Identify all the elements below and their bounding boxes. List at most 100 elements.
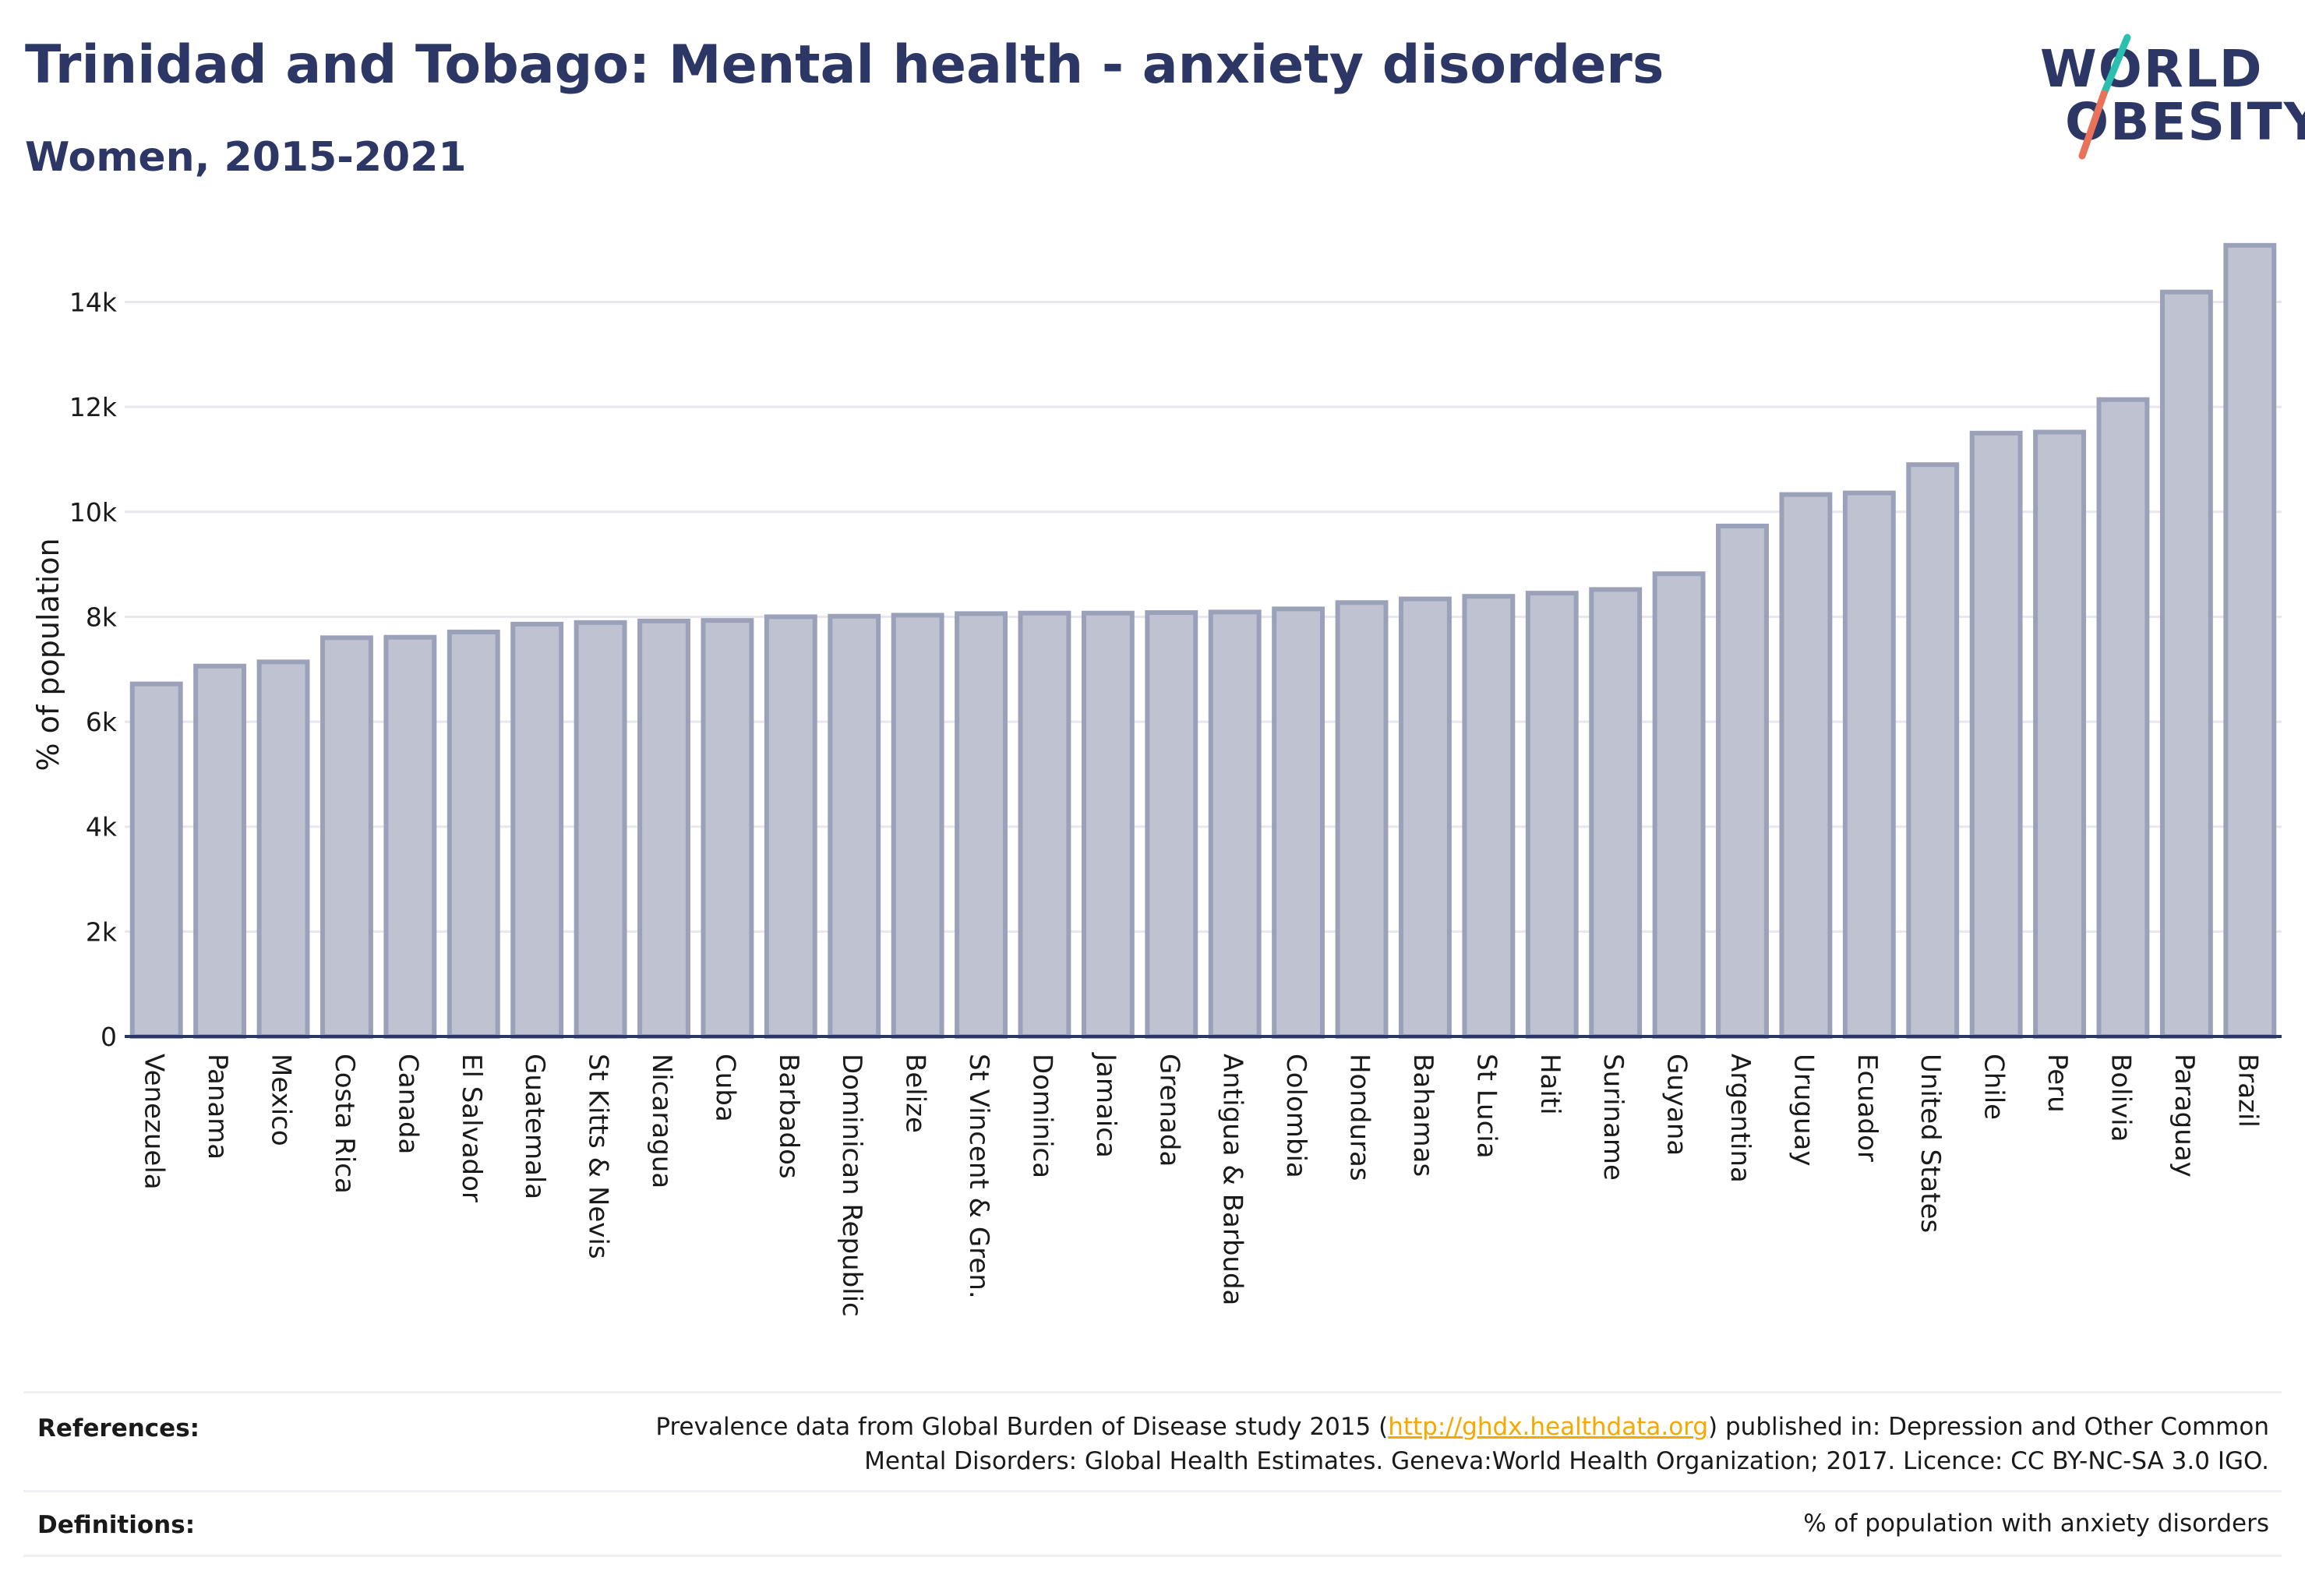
bar	[1208, 609, 1262, 1039]
bar-chart: 0 2k 4k 6k 8k 10k 12k 14k Venezuela Panama Mexico…	[31, 242, 2282, 1317]
x-tick-label: Brazil	[2232, 1054, 2263, 1128]
bar	[1842, 490, 1896, 1039]
x-tick-label: El Salvador	[456, 1054, 487, 1202]
bar	[1018, 610, 1071, 1039]
x-tick-label: United States	[1915, 1054, 1946, 1233]
x-tick-label: Jamaica	[1090, 1052, 1121, 1158]
y-tick-label: 12k	[69, 392, 118, 422]
references-text-before: Prevalence data from Global Burden of Di…	[655, 1413, 1389, 1441]
bar	[1716, 523, 1769, 1039]
y-axis-label: % of population	[31, 538, 65, 771]
bar	[1462, 594, 1516, 1039]
x-tick-label: Haiti	[1534, 1054, 1565, 1115]
bar	[701, 618, 754, 1039]
references-label: References:	[37, 1414, 200, 1442]
bar	[955, 611, 1008, 1039]
page-title: Trinidad and Tobago: Mental health - anx…	[25, 34, 1664, 96]
x-tick-label: Chile	[1978, 1054, 2010, 1120]
x-tick-label: Cuba	[709, 1054, 740, 1122]
bar	[447, 629, 500, 1039]
bar	[1525, 591, 1579, 1039]
x-tick-label: Peru	[2042, 1054, 2073, 1113]
definitions-text: % of population with anxiety disorders	[1803, 1509, 2269, 1538]
references-text: Prevalence data from Global Burden of Di…	[655, 1410, 2269, 1478]
x-tick-label: Barbados	[773, 1054, 804, 1179]
x-tick-label: Antigua & Barbuda	[1217, 1054, 1248, 1305]
x-tick-label: Colombia	[1280, 1054, 1311, 1178]
definitions-label: Definitions:	[37, 1511, 196, 1539]
bar	[2033, 429, 2086, 1039]
x-tick-label: Canada	[392, 1054, 423, 1154]
bar	[891, 613, 944, 1039]
bar	[1272, 606, 1325, 1039]
x-tick-label: Ecuador	[1851, 1054, 1883, 1162]
bar	[1906, 462, 1960, 1039]
bar	[2159, 289, 2213, 1040]
x-tick-label: St Lucia	[1470, 1054, 1502, 1159]
chart-bars	[129, 242, 2277, 1040]
bar	[1399, 596, 1452, 1039]
world-obesity-logo: WORLD OBESITY	[2026, 31, 2305, 164]
y-tick-label: 10k	[69, 497, 118, 528]
x-tick-label: Venezuela	[139, 1054, 170, 1190]
x-tick-label: Bahamas	[1407, 1054, 1438, 1177]
references-text-line2: Mental Disorders: Global Health Estimate…	[864, 1447, 2269, 1475]
bar	[1145, 610, 1198, 1039]
x-tick-label: Paraguay	[2169, 1054, 2200, 1178]
footer-divider-top	[23, 1391, 2282, 1393]
y-tick-label: 6k	[86, 707, 118, 737]
references-text-after: ) published in: Depression and Other Com…	[1708, 1413, 2269, 1441]
bar	[193, 663, 247, 1039]
page-subtitle: Women, 2015-2021	[25, 134, 467, 181]
references-row: References: Prevalence data from Global …	[23, 1413, 2282, 1499]
bar	[256, 659, 310, 1039]
x-tick-label: Argentina	[1724, 1054, 1756, 1183]
bar	[1969, 430, 2023, 1039]
x-tick-label: Bolivia	[2105, 1054, 2136, 1142]
logo-line2: OBESITY	[2065, 92, 2305, 152]
x-axis-ticks: Venezuela Panama Mexico Costa Rica Canada El …	[139, 1052, 2264, 1317]
bar	[574, 620, 627, 1039]
bar	[764, 614, 817, 1039]
bar	[129, 681, 183, 1039]
x-tick-label: St Vincent & Gren.	[963, 1054, 994, 1299]
bar	[383, 634, 437, 1039]
y-tick-label: 8k	[86, 602, 118, 632]
bar	[1081, 610, 1135, 1039]
x-tick-label: Guatemala	[519, 1054, 550, 1199]
bar	[1652, 571, 1706, 1039]
bar	[828, 613, 881, 1039]
y-tick-label: 2k	[86, 916, 118, 947]
bar	[1779, 492, 1833, 1039]
y-tick-label: 0	[101, 1022, 117, 1052]
logo-line1: WORLD	[2040, 39, 2264, 99]
x-tick-label: Belize	[900, 1054, 931, 1133]
x-tick-label: Costa Rica	[329, 1054, 360, 1194]
bar	[1589, 587, 1643, 1039]
y-tick-label: 14k	[69, 288, 118, 318]
bar	[320, 635, 373, 1039]
logo-slash-icon	[2078, 34, 2131, 160]
x-tick-label: Dominican Republic	[836, 1054, 867, 1317]
references-link[interactable]: http://ghdx.healthdata.org	[1388, 1413, 1709, 1441]
bar	[637, 618, 690, 1039]
x-tick-label: Honduras	[1344, 1054, 1375, 1181]
x-tick-label: Guyana	[1661, 1054, 1693, 1156]
y-axis-ticks: 0 2k 4k 6k 8k 10k 12k 14k	[69, 288, 118, 1052]
x-tick-label: Dominica	[1026, 1054, 1057, 1178]
bar	[2096, 397, 2150, 1039]
x-tick-label: Uruguay	[1788, 1054, 1819, 1167]
bar	[1335, 600, 1389, 1039]
footer-divider-mid	[23, 1490, 2282, 1492]
x-tick-label: Mexico	[266, 1054, 297, 1146]
bar	[2223, 242, 2277, 1039]
x-tick-label: St Kitts & Nevis	[583, 1054, 614, 1259]
footer-divider-bottom	[23, 1555, 2282, 1557]
x-tick-label: Nicaragua	[646, 1054, 677, 1188]
definitions-row: Definitions: % of population with anxiet…	[23, 1508, 2282, 1555]
bar	[510, 621, 564, 1039]
x-tick-label: Suriname	[1597, 1054, 1629, 1181]
x-tick-label: Grenada	[1153, 1054, 1184, 1167]
x-tick-label: Panama	[202, 1054, 233, 1160]
y-tick-label: 4k	[86, 812, 118, 842]
